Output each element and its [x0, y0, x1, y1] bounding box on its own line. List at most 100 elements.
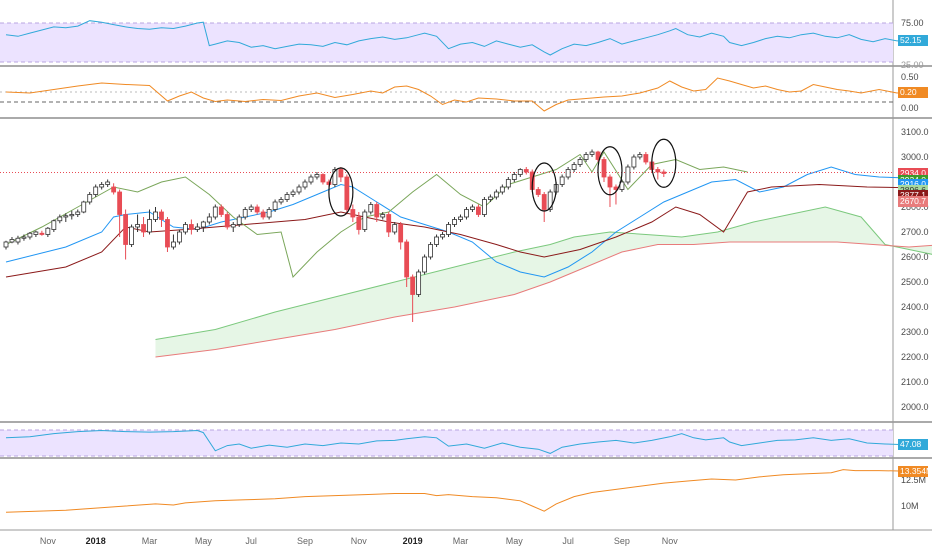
candle [339, 167, 343, 182]
candle-body [76, 212, 80, 215]
candle [447, 222, 451, 237]
candle-body [165, 220, 169, 248]
candle-body [309, 177, 313, 182]
candle-body [644, 155, 648, 163]
candle [512, 172, 516, 182]
candle [112, 183, 116, 194]
candle [309, 175, 313, 185]
candle [52, 220, 56, 233]
candle-body [207, 217, 211, 222]
price-value-tag: 2670.7 [898, 196, 928, 207]
candle [118, 190, 122, 238]
candle-body [279, 200, 283, 203]
candle-body [584, 155, 588, 160]
candle-body [381, 215, 385, 218]
candle-body [566, 170, 570, 178]
volume-line [6, 470, 909, 513]
candle-body [118, 192, 122, 215]
candle [518, 168, 522, 177]
candle-body [488, 197, 492, 200]
candle [614, 185, 618, 205]
candle-body [602, 160, 606, 178]
candle-body [536, 190, 540, 195]
candle-body [52, 221, 56, 230]
candle-body [345, 177, 349, 210]
candle-body [387, 215, 391, 233]
candle [345, 175, 349, 215]
candle-body [494, 192, 498, 197]
candle [10, 237, 14, 243]
candle-body [482, 200, 486, 215]
candle-body [578, 160, 582, 165]
candle [195, 223, 199, 232]
candle-body [46, 228, 50, 234]
candle-body [464, 210, 468, 218]
candle-body [201, 222, 205, 227]
candle-body [500, 187, 504, 192]
volume-value-tag: 13.354M [898, 466, 928, 477]
candle-body [171, 242, 175, 247]
candle-body [34, 232, 38, 235]
candle-body [417, 272, 421, 295]
rsi-axis-label-75: 75.00 [901, 18, 924, 28]
time-axis-label: May [506, 536, 524, 546]
candle [261, 210, 265, 220]
rsi-band [0, 23, 893, 62]
price-axis-label: 2500.0 [901, 277, 929, 287]
candle-body [154, 212, 158, 220]
candle [590, 150, 594, 158]
candle-body [64, 216, 68, 217]
candle-body [429, 245, 433, 258]
candle [506, 177, 510, 190]
candle-body [524, 170, 528, 173]
candle-body [10, 240, 14, 243]
candle [159, 210, 163, 228]
candle [470, 205, 474, 213]
candle-body [411, 277, 415, 295]
candle [632, 155, 636, 170]
candle-body [363, 212, 367, 230]
candle [201, 221, 205, 232]
candle-body [94, 187, 98, 195]
candle-body [572, 165, 576, 170]
candle [267, 207, 271, 220]
candle-body [40, 233, 44, 234]
candle [435, 235, 439, 248]
candle [303, 180, 307, 190]
candle [177, 230, 181, 245]
candle [285, 192, 289, 202]
candle-body [441, 235, 445, 238]
price-axis-label: 2200.0 [901, 352, 929, 362]
candle [602, 157, 606, 182]
candle [291, 190, 295, 198]
candle [399, 222, 403, 250]
candle-body [16, 238, 20, 242]
candle [171, 235, 175, 250]
candle [231, 222, 235, 232]
candle [88, 192, 92, 205]
candle [656, 167, 660, 180]
candle-body [267, 210, 271, 218]
candle-body [124, 215, 128, 245]
candle [94, 185, 98, 198]
candle [500, 185, 504, 195]
candle-body [82, 202, 86, 212]
candle-body [4, 242, 8, 247]
candle [453, 217, 457, 227]
candle [369, 202, 373, 215]
candle [76, 210, 80, 218]
candle [476, 205, 480, 218]
candle [638, 152, 642, 160]
candle-body [255, 207, 259, 212]
time-axis-label: Sep [614, 536, 630, 546]
candle [626, 165, 630, 185]
candle [429, 242, 433, 260]
candle-body [656, 170, 660, 173]
candle [249, 205, 253, 213]
candle-body [291, 192, 295, 195]
volume-axis-label: 10M [901, 501, 919, 511]
candle-body [231, 225, 235, 228]
candle-body [70, 215, 74, 216]
